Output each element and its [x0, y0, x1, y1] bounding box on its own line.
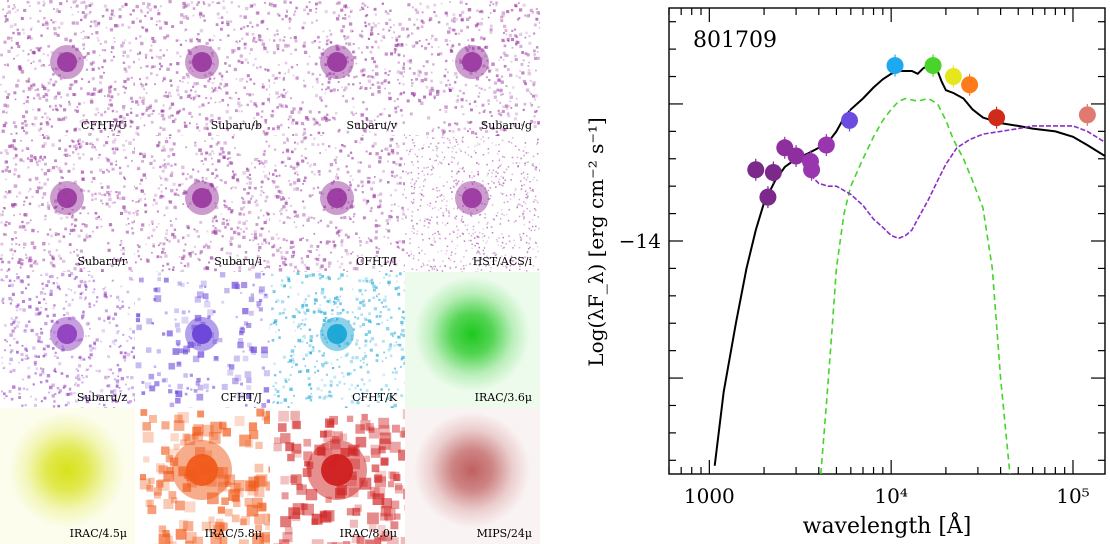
cutout-image	[0, 272, 135, 408]
sed-series-0	[713, 61, 1105, 466]
cutout-label: MIPS/24μ	[476, 527, 532, 540]
sed-series-2	[809, 125, 1105, 240]
x-axis-label: wavelength [Å]	[803, 511, 972, 539]
photometry-point	[787, 147, 805, 165]
photometry-point	[1078, 106, 1096, 124]
image-cutout: CFHT/U	[0, 0, 135, 136]
image-cutout: IRAC/8.0μ	[270, 408, 405, 544]
image-cutout: Subaru/v	[270, 0, 405, 136]
photometry-point	[803, 161, 821, 179]
cutout-label: CFHT/J	[220, 391, 262, 404]
cutout-image	[270, 136, 405, 272]
image-cutout: CFHT/K	[270, 272, 405, 408]
cutout-image	[273, 409, 405, 544]
cutout-image	[405, 136, 540, 272]
cutout-label: IRAC/5.8μ	[204, 527, 262, 540]
cutout-image	[139, 408, 270, 544]
cutout-image	[270, 272, 405, 408]
sed-series-1	[820, 97, 1011, 474]
x-tick-label: 10⁴	[874, 484, 907, 508]
sed-curves	[713, 61, 1105, 474]
cutout-image	[0, 136, 135, 272]
cutout-label: CFHT/U	[81, 119, 127, 132]
photometry-point	[817, 136, 835, 154]
axis-ticks	[668, 8, 1105, 474]
cutout-label: Subaru/r	[77, 255, 127, 268]
y-tick-labels: −14	[619, 229, 661, 253]
image-cutout: IRAC/5.8μ	[135, 408, 270, 544]
image-cutout: Subaru/r	[0, 136, 135, 272]
photometry-point	[886, 57, 904, 75]
plot-frame	[668, 7, 1106, 475]
sed-plot: 801709 1000 10⁴ 10⁵ −14 wavelength [Å] Log…	[584, 7, 1106, 539]
photometry-point	[924, 57, 942, 75]
cutout-image	[270, 0, 405, 136]
x-tick-label: 1000	[684, 484, 735, 508]
cutout-grid: CFHT/U Subaru/b Subaru/v Subaru/g Subaru/r Su…	[0, 0, 540, 544]
photometry-point	[988, 109, 1006, 127]
image-cutout: IRAC/4.5μ	[0, 408, 135, 544]
photometry-points	[747, 54, 1096, 209]
x-tick-labels: 1000 10⁴ 10⁵	[684, 484, 1090, 508]
photometry-point	[759, 188, 777, 206]
photometry-point	[764, 163, 782, 181]
image-cutout: Subaru/g	[405, 0, 540, 136]
x-tick-label: 10⁵	[1056, 484, 1089, 508]
y-axis-label: Log(λF_λ) [erg cm⁻² s⁻¹]	[584, 117, 608, 366]
cutout-label: IRAC/4.5μ	[69, 527, 127, 540]
cutout-image	[135, 136, 270, 272]
cutout-image	[405, 272, 540, 408]
sed-plot-area	[668, 7, 1106, 475]
cutout-label: CFHT/I	[355, 255, 397, 268]
photometry-point	[840, 111, 858, 129]
image-cutout: MIPS/24μ	[405, 408, 540, 544]
cutout-label: IRAC/3.6μ	[474, 391, 532, 404]
cutout-image	[405, 0, 540, 136]
cutout-label: Subaru/b	[210, 119, 262, 132]
cutout-label: Subaru/v	[346, 119, 397, 132]
photometry-point	[747, 161, 765, 179]
cutout-label: CFHT/K	[352, 391, 397, 404]
cutout-image	[405, 408, 540, 544]
image-cutout: IRAC/3.6μ	[405, 272, 540, 408]
cutout-image	[135, 0, 270, 136]
cutout-label: HST/ACS/i	[472, 255, 532, 268]
cutout-label: Subaru/z	[76, 391, 127, 404]
image-cutout: CFHT/J	[135, 272, 270, 408]
cutout-label: Subaru/g	[480, 119, 532, 132]
chart-title: 801709	[693, 28, 777, 53]
image-cutout: Subaru/b	[135, 0, 270, 136]
cutout-label: IRAC/8.0μ	[339, 527, 397, 540]
cutout-image	[0, 408, 135, 544]
image-cutout: CFHT/I	[270, 136, 405, 272]
image-cutout: Subaru/z	[0, 272, 135, 408]
y-tick-label: −14	[619, 229, 661, 253]
cutout-image	[0, 0, 135, 136]
image-cutout: Subaru/i	[135, 136, 270, 272]
image-cutout: HST/ACS/i	[405, 136, 540, 272]
photometry-point	[961, 76, 979, 94]
photometry-point	[944, 68, 962, 86]
cutout-image	[135, 272, 270, 408]
cutout-label: Subaru/i	[214, 255, 262, 268]
